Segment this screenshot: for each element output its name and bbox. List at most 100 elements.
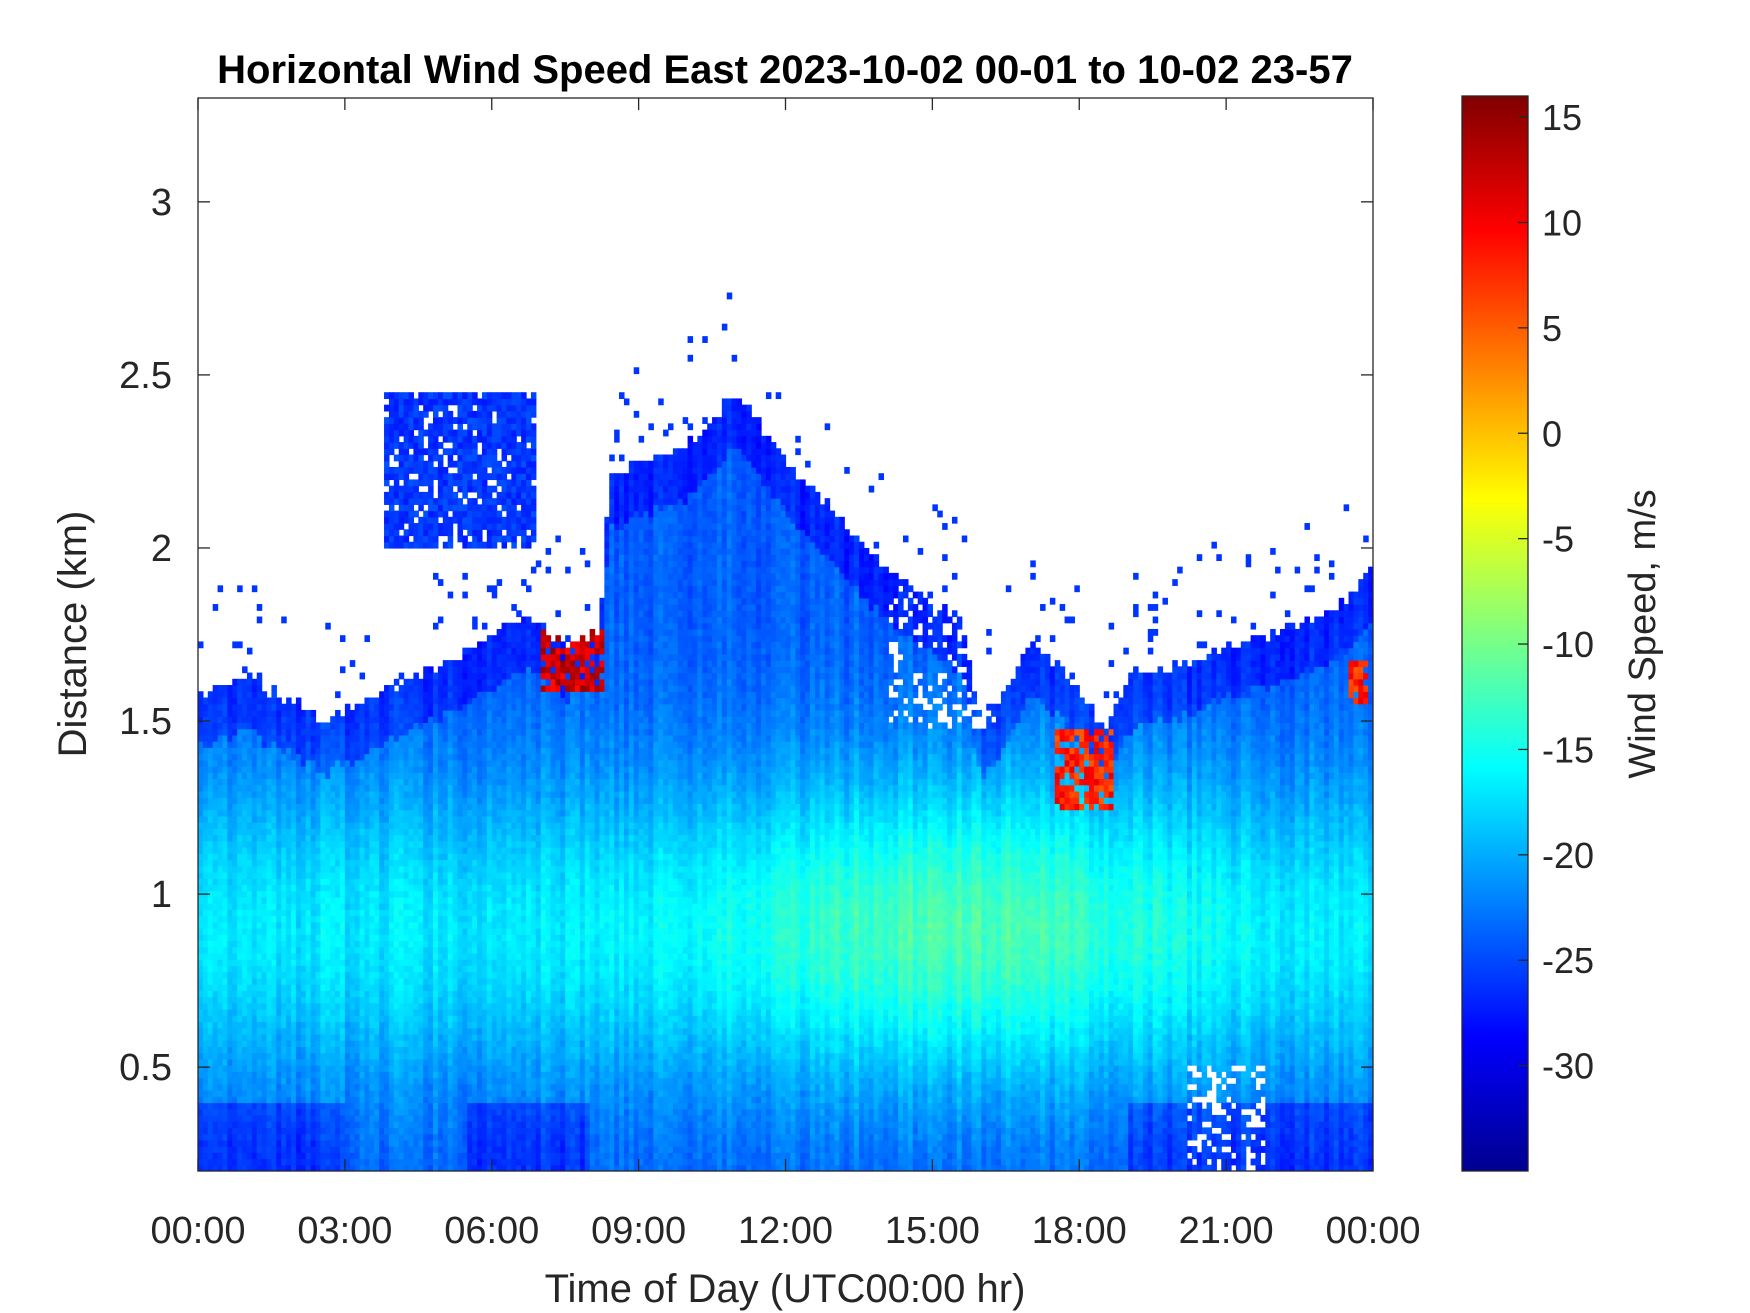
- heatmap-cell: [477, 884, 482, 891]
- heatmap-cell: [384, 716, 389, 723]
- heatmap-cell: [472, 1040, 477, 1047]
- heatmap-cell: [369, 803, 374, 810]
- heatmap-cell: [404, 479, 409, 486]
- heatmap-cell: [443, 928, 448, 935]
- heatmap-cell: [457, 1152, 462, 1159]
- heatmap-cell: [384, 828, 389, 835]
- heatmap-cell: [237, 754, 242, 761]
- heatmap-cell: [384, 772, 389, 779]
- heatmap-cell: [247, 1071, 252, 1078]
- heatmap-cell: [320, 766, 325, 773]
- heatmap-cell: [306, 959, 311, 966]
- heatmap-cell: [467, 1046, 472, 1053]
- heatmap-cell: [404, 934, 409, 941]
- heatmap-cell: [472, 1159, 477, 1166]
- heatmap-cell: [218, 1028, 223, 1035]
- heatmap-cell: [325, 1127, 330, 1134]
- heatmap-cell: [394, 859, 399, 866]
- heatmap-cell: [281, 866, 286, 873]
- heatmap-cell: [389, 411, 394, 418]
- heatmap-cell: [369, 916, 374, 923]
- heatmap-cell: [281, 884, 286, 891]
- heatmap-cell: [276, 997, 281, 1004]
- heatmap-cell: [423, 411, 428, 418]
- heatmap-cell: [438, 1028, 443, 1035]
- heatmap-cell: [222, 940, 227, 947]
- heatmap-cell: [286, 772, 291, 779]
- heatmap-cell: [320, 1146, 325, 1153]
- heatmap-cell: [247, 978, 252, 985]
- heatmap-cell: [399, 517, 404, 524]
- heatmap-cell: [286, 1071, 291, 1078]
- heatmap-cell: [443, 1134, 448, 1141]
- heatmap-cell: [218, 1065, 223, 1072]
- heatmap-cell: [203, 853, 208, 860]
- heatmap-cell: [369, 1021, 374, 1028]
- heatmap-cell: [394, 953, 399, 960]
- heatmap-cell: [394, 1040, 399, 1047]
- heatmap-cell: [227, 897, 232, 904]
- heatmap-cell: [286, 1152, 291, 1159]
- heatmap-cell: [271, 685, 276, 692]
- heatmap-cell: [335, 1065, 340, 1072]
- heatmap-cell: [428, 797, 433, 804]
- heatmap-cell: [262, 990, 267, 997]
- heatmap-cell: [448, 1021, 453, 1028]
- heatmap-cell: [404, 872, 409, 879]
- heatmap-cell: [453, 511, 458, 518]
- heatmap-cell: [345, 1084, 350, 1091]
- heatmap-cell: [433, 473, 438, 480]
- heatmap-cell: [222, 747, 227, 754]
- heatmap-cell: [198, 704, 203, 711]
- heatmap-cell: [423, 984, 428, 991]
- heatmap-cell: [252, 909, 257, 916]
- heatmap-cell: [311, 872, 316, 879]
- heatmap-cell: [360, 828, 365, 835]
- heatmap-cell: [457, 1015, 462, 1022]
- heatmap-cell: [345, 1078, 350, 1085]
- heatmap-cell: [457, 1003, 462, 1010]
- heatmap-cell: [213, 1090, 218, 1097]
- heatmap-cell: [350, 884, 355, 891]
- heatmap-cell: [257, 785, 262, 792]
- heatmap-cell: [291, 1003, 296, 1010]
- heatmap-cell: [433, 1015, 438, 1022]
- heatmap-cell: [404, 1015, 409, 1022]
- heatmap-cell: [335, 1102, 340, 1109]
- heatmap-cell: [467, 529, 472, 536]
- heatmap-cell: [232, 1034, 237, 1041]
- heatmap-cell: [237, 909, 242, 916]
- heatmap-cell: [477, 704, 482, 711]
- heatmap-cell: [247, 990, 252, 997]
- heatmap-cell: [355, 816, 360, 823]
- heatmap-cell: [438, 1127, 443, 1134]
- heatmap-cell: [428, 866, 433, 873]
- heatmap-cell: [227, 1040, 232, 1047]
- heatmap-cell: [457, 473, 462, 480]
- heatmap-cell: [203, 1078, 208, 1085]
- heatmap-cell: [345, 760, 350, 767]
- heatmap-cell: [330, 1109, 335, 1116]
- heatmap-cell: [276, 922, 281, 929]
- heatmap-cell: [271, 853, 276, 860]
- heatmap-cell: [301, 772, 306, 779]
- heatmap-cell: [394, 959, 399, 966]
- heatmap-cell: [399, 492, 404, 499]
- heatmap-cell: [232, 1009, 237, 1016]
- heatmap-cell: [242, 1040, 247, 1047]
- heatmap-cell: [203, 828, 208, 835]
- heatmap-cell: [428, 816, 433, 823]
- heatmap-cell: [418, 997, 423, 1004]
- heatmap-cell: [340, 760, 345, 767]
- heatmap-cell: [438, 423, 443, 430]
- heatmap-cell: [281, 978, 286, 985]
- heatmap-cell: [413, 891, 418, 898]
- heatmap-cell: [262, 847, 267, 854]
- heatmap-cell: [218, 1109, 223, 1116]
- heatmap-cell: [477, 1034, 482, 1041]
- heatmap-cell: [325, 1134, 330, 1141]
- heatmap-cell: [252, 872, 257, 879]
- heatmap-cell: [262, 884, 267, 891]
- heatmap-cell: [218, 697, 223, 704]
- heatmap-cell: [281, 841, 286, 848]
